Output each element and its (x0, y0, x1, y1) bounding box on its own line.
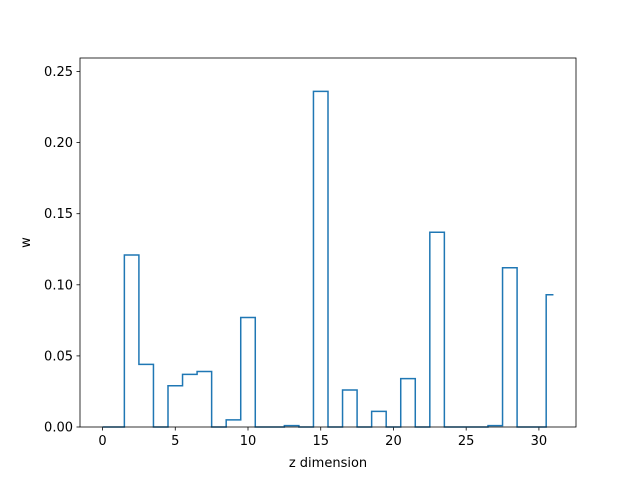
x-tick-label: 15 (312, 434, 329, 449)
x-tick-label: 10 (240, 434, 257, 449)
y-tick-label: 0.20 (44, 136, 73, 151)
x-tick-label: 0 (98, 434, 106, 449)
y-tick-label: 0.10 (44, 278, 73, 293)
x-tick-label: 25 (458, 434, 475, 449)
x-tick-label: 20 (385, 434, 402, 449)
plot-area-frame (79, 57, 577, 428)
x-axis-label: z dimension (289, 456, 367, 471)
x-axis-ticks: 0 5 10 15 20 25 30 (98, 427, 547, 449)
x-tick-label: 30 (531, 434, 548, 449)
y-axis-ticks: 0.00 0.05 0.10 0.15 0.20 0.25 (44, 65, 80, 436)
y-axis-label: w (19, 237, 34, 248)
y-tick-label: 0.05 (44, 349, 73, 364)
y-tick-label: 0.15 (44, 207, 73, 222)
series-step-line (102, 90, 554, 428)
y-tick-label: 0.00 (44, 421, 73, 436)
x-tick-label: 5 (171, 434, 179, 449)
y-tick-label: 0.25 (44, 65, 73, 80)
